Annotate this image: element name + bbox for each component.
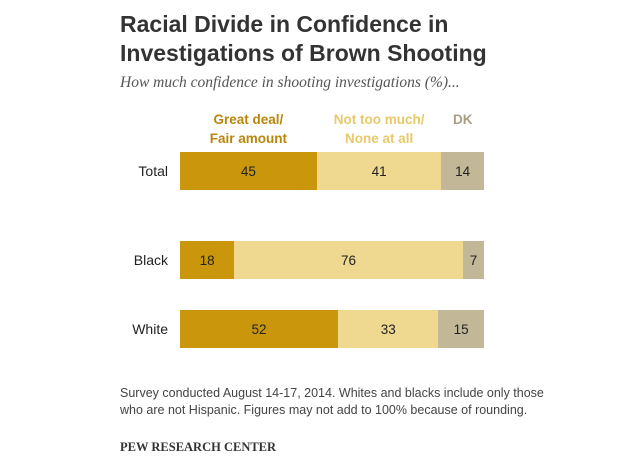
- bar-segment-total-3: 14: [441, 152, 484, 190]
- legend-item-1: Great deal/ Fair amount: [209, 112, 288, 146]
- data-label: 7: [469, 252, 478, 268]
- bar-black: 18 76 7: [180, 241, 484, 279]
- bar-white: 52 33 15: [180, 310, 484, 348]
- bar-segment-white-1: 52: [180, 310, 339, 348]
- legend-item-2: Not too much/ None at all: [333, 112, 425, 146]
- legend-item-3: DK: [452, 112, 473, 127]
- chart-title: Racial Divide in Confidence in Investiga…: [120, 10, 600, 68]
- data-label: 33: [380, 321, 396, 337]
- chart-title-line-2: Investigations of Brown Shooting: [120, 40, 487, 66]
- data-label: 76: [341, 252, 357, 268]
- data-label: 15: [453, 321, 469, 337]
- data-label: 41: [371, 163, 387, 179]
- data-label: 18: [199, 252, 215, 268]
- chart-title-line-1: Racial Divide in Confidence in: [120, 11, 449, 37]
- chart-subtitle: How much confidence in shooting investig…: [120, 74, 460, 91]
- bar-segment-black-2: 76: [234, 241, 463, 279]
- category-label-total: Total: [138, 163, 168, 179]
- category-label-white: White: [132, 321, 168, 337]
- data-label: 14: [455, 163, 471, 179]
- data-label: 45: [240, 163, 256, 179]
- bar-segment-white-3: 15: [438, 310, 484, 348]
- bar-segment-total-2: 41: [316, 152, 442, 190]
- source-label: PEW RESEARCH CENTER: [120, 440, 277, 454]
- bar-total: 45 41 14: [180, 152, 484, 190]
- data-label: 52: [251, 321, 267, 337]
- footnote: Survey conducted August 14-17, 2014. Whi…: [120, 386, 544, 417]
- bar-segment-total-1: 45: [180, 152, 317, 190]
- bar-segment-black-3: 7: [462, 241, 484, 279]
- bar-segment-white-2: 33: [338, 310, 439, 348]
- bar-segment-black-1: 18: [180, 241, 235, 279]
- category-label-black: Black: [133, 252, 168, 268]
